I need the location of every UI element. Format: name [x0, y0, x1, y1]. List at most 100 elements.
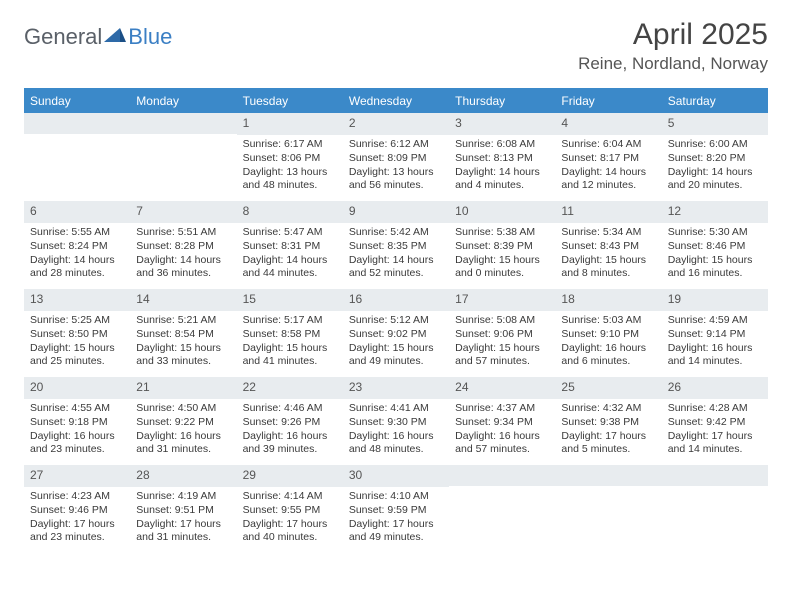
daylight-text: Daylight: 17 hours and 23 minutes.	[30, 518, 124, 546]
calendar-cell: 5Sunrise: 6:00 AMSunset: 8:20 PMDaylight…	[662, 113, 768, 201]
calendar-cell: 23Sunrise: 4:41 AMSunset: 9:30 PMDayligh…	[343, 377, 449, 465]
day-number-bar	[24, 113, 130, 134]
sunset-text: Sunset: 8:31 PM	[243, 240, 337, 254]
day-content: Sunrise: 5:12 AMSunset: 9:02 PMDaylight:…	[343, 311, 449, 373]
calendar-cell-blank	[449, 465, 555, 553]
brand-word-2: Blue	[128, 24, 172, 50]
sunset-text: Sunset: 9:26 PM	[243, 416, 337, 430]
daylight-text: Daylight: 14 hours and 52 minutes.	[349, 254, 443, 282]
sunset-text: Sunset: 9:10 PM	[561, 328, 655, 342]
calendar-cell: 24Sunrise: 4:37 AMSunset: 9:34 PMDayligh…	[449, 377, 555, 465]
calendar-cell: 14Sunrise: 5:21 AMSunset: 8:54 PMDayligh…	[130, 289, 236, 377]
daylight-text: Daylight: 14 hours and 12 minutes.	[561, 166, 655, 194]
day-content: Sunrise: 5:38 AMSunset: 8:39 PMDaylight:…	[449, 223, 555, 285]
day-content: Sunrise: 4:41 AMSunset: 9:30 PMDaylight:…	[343, 399, 449, 461]
weekday-header: Tuesday	[237, 90, 343, 113]
day-number: 21	[130, 377, 236, 399]
sunrise-text: Sunrise: 5:51 AM	[136, 226, 230, 240]
day-number: 13	[24, 289, 130, 311]
sunrise-text: Sunrise: 5:42 AM	[349, 226, 443, 240]
day-content: Sunrise: 6:17 AMSunset: 8:06 PMDaylight:…	[237, 135, 343, 197]
sunset-text: Sunset: 9:51 PM	[136, 504, 230, 518]
day-content: Sunrise: 5:34 AMSunset: 8:43 PMDaylight:…	[555, 223, 661, 285]
day-content: Sunrise: 4:28 AMSunset: 9:42 PMDaylight:…	[662, 399, 768, 461]
sunset-text: Sunset: 9:30 PM	[349, 416, 443, 430]
sunrise-text: Sunrise: 4:55 AM	[30, 402, 124, 416]
weekday-header: Saturday	[662, 90, 768, 113]
calendar-cell-blank	[130, 113, 236, 201]
sunrise-text: Sunrise: 5:38 AM	[455, 226, 549, 240]
calendar-cell: 1Sunrise: 6:17 AMSunset: 8:06 PMDaylight…	[237, 113, 343, 201]
brand-word-1: General	[24, 24, 102, 50]
calendar-cell: 7Sunrise: 5:51 AMSunset: 8:28 PMDaylight…	[130, 201, 236, 289]
daylight-text: Daylight: 15 hours and 33 minutes.	[136, 342, 230, 370]
sunrise-text: Sunrise: 5:55 AM	[30, 226, 124, 240]
daylight-text: Daylight: 14 hours and 20 minutes.	[668, 166, 762, 194]
sunset-text: Sunset: 8:09 PM	[349, 152, 443, 166]
daylight-text: Daylight: 16 hours and 14 minutes.	[668, 342, 762, 370]
day-number-bar	[662, 465, 768, 486]
sunrise-text: Sunrise: 4:37 AM	[455, 402, 549, 416]
day-content: Sunrise: 5:51 AMSunset: 8:28 PMDaylight:…	[130, 223, 236, 285]
daylight-text: Daylight: 16 hours and 57 minutes.	[455, 430, 549, 458]
sunset-text: Sunset: 8:28 PM	[136, 240, 230, 254]
sunset-text: Sunset: 8:46 PM	[668, 240, 762, 254]
day-number: 6	[24, 201, 130, 223]
page-title: April 2025	[578, 18, 768, 52]
calendar-cell-blank	[24, 113, 130, 201]
day-content: Sunrise: 5:21 AMSunset: 8:54 PMDaylight:…	[130, 311, 236, 373]
day-content: Sunrise: 4:23 AMSunset: 9:46 PMDaylight:…	[24, 487, 130, 549]
day-content: Sunrise: 5:03 AMSunset: 9:10 PMDaylight:…	[555, 311, 661, 373]
calendar-cell-blank	[662, 465, 768, 553]
calendar-cell: 11Sunrise: 5:34 AMSunset: 8:43 PMDayligh…	[555, 201, 661, 289]
day-number: 7	[130, 201, 236, 223]
day-number: 23	[343, 377, 449, 399]
calendar-cell: 4Sunrise: 6:04 AMSunset: 8:17 PMDaylight…	[555, 113, 661, 201]
calendar-cell: 2Sunrise: 6:12 AMSunset: 8:09 PMDaylight…	[343, 113, 449, 201]
calendar-cell: 16Sunrise: 5:12 AMSunset: 9:02 PMDayligh…	[343, 289, 449, 377]
sunset-text: Sunset: 9:46 PM	[30, 504, 124, 518]
sunset-text: Sunset: 9:18 PM	[30, 416, 124, 430]
sunset-text: Sunset: 8:20 PM	[668, 152, 762, 166]
day-number: 3	[449, 113, 555, 135]
calendar-cell: 13Sunrise: 5:25 AMSunset: 8:50 PMDayligh…	[24, 289, 130, 377]
day-number-bar	[130, 113, 236, 134]
calendar-cell: 10Sunrise: 5:38 AMSunset: 8:39 PMDayligh…	[449, 201, 555, 289]
day-number-bar	[555, 465, 661, 486]
calendar-header-row: SundayMondayTuesdayWednesdayThursdayFrid…	[24, 90, 768, 113]
calendar-cell: 20Sunrise: 4:55 AMSunset: 9:18 PMDayligh…	[24, 377, 130, 465]
daylight-text: Daylight: 17 hours and 40 minutes.	[243, 518, 337, 546]
day-number: 16	[343, 289, 449, 311]
calendar-cell: 26Sunrise: 4:28 AMSunset: 9:42 PMDayligh…	[662, 377, 768, 465]
day-content: Sunrise: 5:25 AMSunset: 8:50 PMDaylight:…	[24, 311, 130, 373]
day-number: 20	[24, 377, 130, 399]
page-subtitle: Reine, Nordland, Norway	[578, 54, 768, 74]
title-block: April 2025 Reine, Nordland, Norway	[578, 18, 768, 74]
day-number: 26	[662, 377, 768, 399]
daylight-text: Daylight: 17 hours and 5 minutes.	[561, 430, 655, 458]
daylight-text: Daylight: 14 hours and 36 minutes.	[136, 254, 230, 282]
sunset-text: Sunset: 8:39 PM	[455, 240, 549, 254]
day-number: 5	[662, 113, 768, 135]
sunrise-text: Sunrise: 5:25 AM	[30, 314, 124, 328]
daylight-text: Daylight: 16 hours and 48 minutes.	[349, 430, 443, 458]
day-number: 25	[555, 377, 661, 399]
day-number: 17	[449, 289, 555, 311]
sunrise-text: Sunrise: 4:32 AM	[561, 402, 655, 416]
sunrise-text: Sunrise: 4:28 AM	[668, 402, 762, 416]
daylight-text: Daylight: 15 hours and 25 minutes.	[30, 342, 124, 370]
weekday-header: Thursday	[449, 90, 555, 113]
daylight-text: Daylight: 14 hours and 44 minutes.	[243, 254, 337, 282]
sunrise-text: Sunrise: 4:59 AM	[668, 314, 762, 328]
day-number: 1	[237, 113, 343, 135]
day-content: Sunrise: 6:12 AMSunset: 8:09 PMDaylight:…	[343, 135, 449, 197]
sunrise-text: Sunrise: 4:10 AM	[349, 490, 443, 504]
sunrise-text: Sunrise: 4:50 AM	[136, 402, 230, 416]
sunrise-text: Sunrise: 5:12 AM	[349, 314, 443, 328]
sunrise-text: Sunrise: 6:08 AM	[455, 138, 549, 152]
day-number: 15	[237, 289, 343, 311]
day-content: Sunrise: 5:42 AMSunset: 8:35 PMDaylight:…	[343, 223, 449, 285]
weekday-header: Sunday	[24, 90, 130, 113]
sunrise-text: Sunrise: 5:34 AM	[561, 226, 655, 240]
day-number: 28	[130, 465, 236, 487]
